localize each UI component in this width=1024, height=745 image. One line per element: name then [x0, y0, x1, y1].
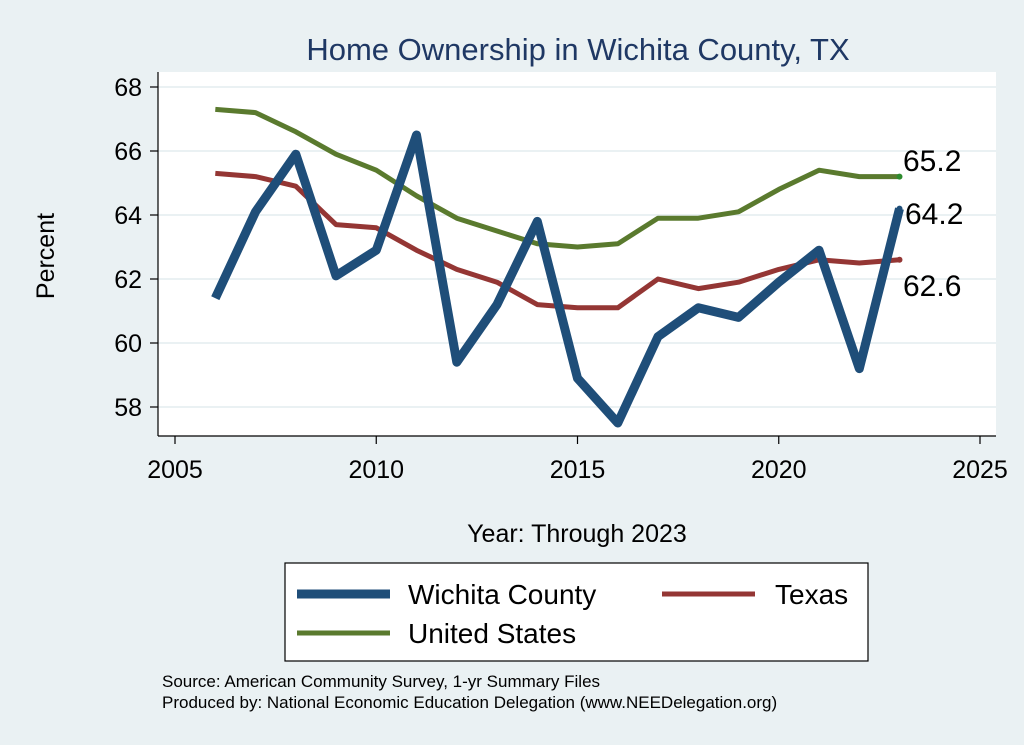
legend-box [284, 562, 869, 662]
end-label-wichita-county: 64.2 [905, 198, 963, 231]
x-tick-label-2010: 2010 [348, 456, 404, 484]
x-tick-label-2020: 2020 [751, 456, 807, 484]
y-ticks: 58 60 62 64 66 68 [114, 74, 158, 422]
x-ticks: 2005 2010 2015 2020 2025 [147, 436, 1008, 484]
y-tick-label-68: 68 [114, 74, 142, 102]
series-line-united-states [215, 106, 900, 250]
gridlines [158, 86, 996, 408]
chart-title: Home Ownership in Wichita County, TX [306, 32, 850, 67]
y-tick-label-60: 60 [114, 330, 142, 358]
x-axis-title: Year: Through 2023 [467, 520, 687, 548]
source-note: Source: American Community Survey, 1-yr … [162, 672, 600, 691]
y-axis-title: Percent [32, 213, 60, 299]
series-line-wichita-county [211, 130, 904, 428]
end-label-united-states: 65.2 [903, 145, 961, 178]
legend-label-texas: Texas [775, 579, 848, 610]
x-tick-label-2025: 2025 [952, 456, 1008, 484]
end-labels: 64.2 62.6 65.2 [903, 145, 963, 303]
x-tick-label-2005: 2005 [147, 456, 203, 484]
series-lines [211, 106, 904, 428]
y-tick-label-62: 62 [114, 266, 142, 294]
legend: Wichita County Texas United States [297, 579, 848, 649]
legend-label-united-states: United States [408, 618, 576, 649]
x-tick-label-2015: 2015 [550, 456, 606, 484]
endpoint-marker-wichita-county [896, 205, 903, 212]
legend-label-wichita-county: Wichita County [408, 579, 596, 610]
y-tick-label-64: 64 [114, 202, 142, 230]
produced-by-note: Produced by: National Economic Education… [162, 693, 777, 712]
endpoint-marker-texas [896, 256, 903, 263]
end-label-texas: 62.6 [903, 270, 961, 303]
y-tick-label-66: 66 [114, 138, 142, 166]
y-tick-label-58: 58 [114, 394, 142, 422]
endpoint-marker-united-states [896, 173, 903, 180]
